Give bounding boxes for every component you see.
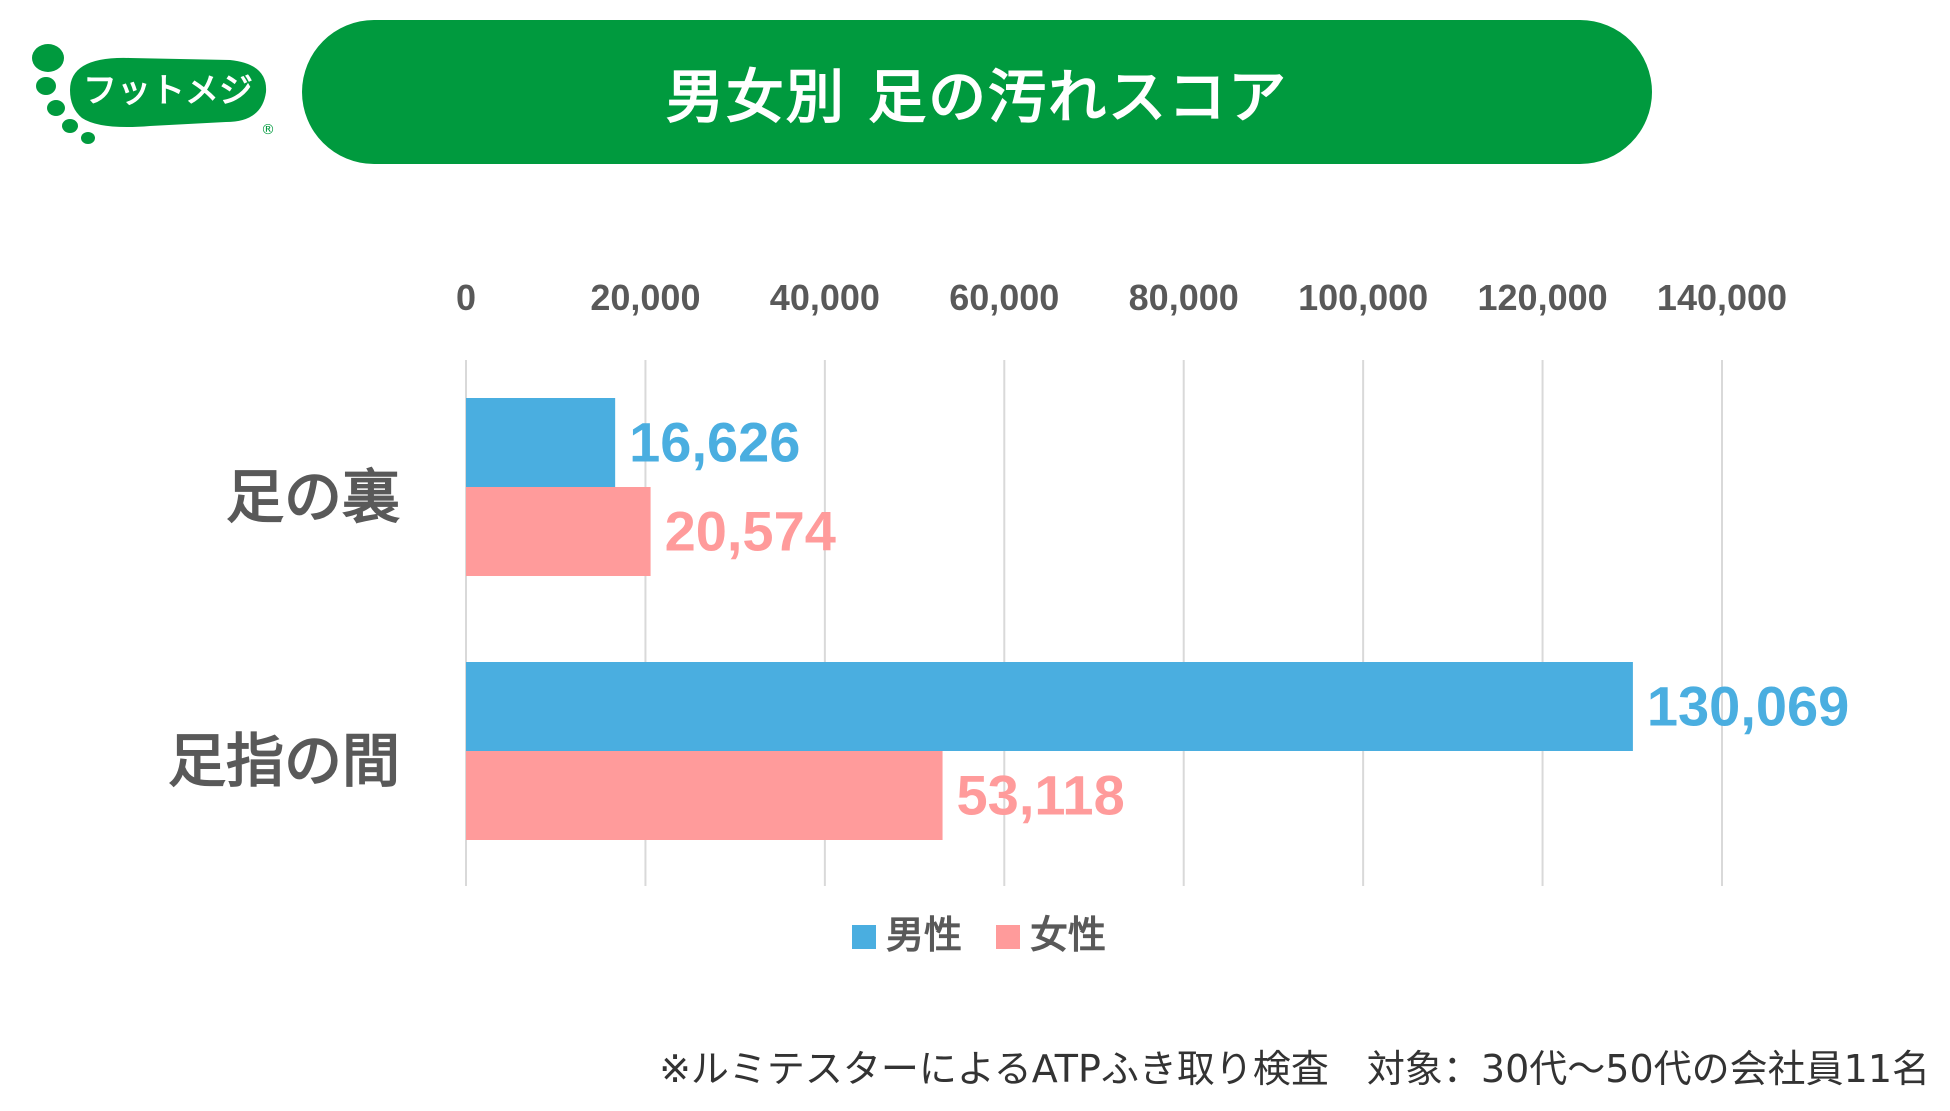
chart-title: 男女別 足の汚れスコア [665,63,1289,131]
bar-female [466,751,943,840]
bar-female [466,487,651,576]
logo-text: フットメジ [83,71,253,111]
footprint-logo-mark [32,44,267,144]
category-label: 足の裏 [226,463,400,531]
data-label: 20,574 [665,500,836,563]
legend-swatch-female [996,925,1020,949]
logo-registered-mark: ® [261,122,275,138]
x-tick-label: 140,000 [1657,277,1787,318]
x-tick-label: 100,000 [1298,277,1428,318]
data-label: 53,118 [957,764,1125,827]
data-label: 16,626 [629,411,800,474]
x-tick-label: 60,000 [949,277,1059,318]
x-tick-label: 40,000 [770,277,880,318]
data-labels: 16,626 20,574 130,069 53,118 [629,411,1849,827]
legend: 男性 女性 [852,913,1106,957]
legend-label: 女性 [1030,913,1106,957]
footmeji-logo: フットメジ ® [32,44,275,144]
legend-label: 男性 [886,913,962,957]
x-axis-ticks: 0 20,000 40,000 60,000 80,000 100,000 120,000 1… [456,277,1787,318]
x-tick-label: 20,000 [590,277,700,318]
title-banner: 男女別 足の汚れスコア [302,20,1652,164]
category-label: 足指の間 [168,727,400,795]
legend-swatch-male [852,925,876,949]
bar-male [466,398,616,487]
x-tick-label: 120,000 [1478,277,1608,318]
data-label: 130,069 [1647,675,1849,738]
bars [466,398,1633,840]
x-tick-label: 0 [456,277,476,318]
footnote: ※ルミテスターによるATPふき取り検査 対象：30代～50代の会社員11名 [659,1047,1930,1091]
x-tick-label: 80,000 [1129,277,1239,318]
bar-male [466,662,1633,751]
